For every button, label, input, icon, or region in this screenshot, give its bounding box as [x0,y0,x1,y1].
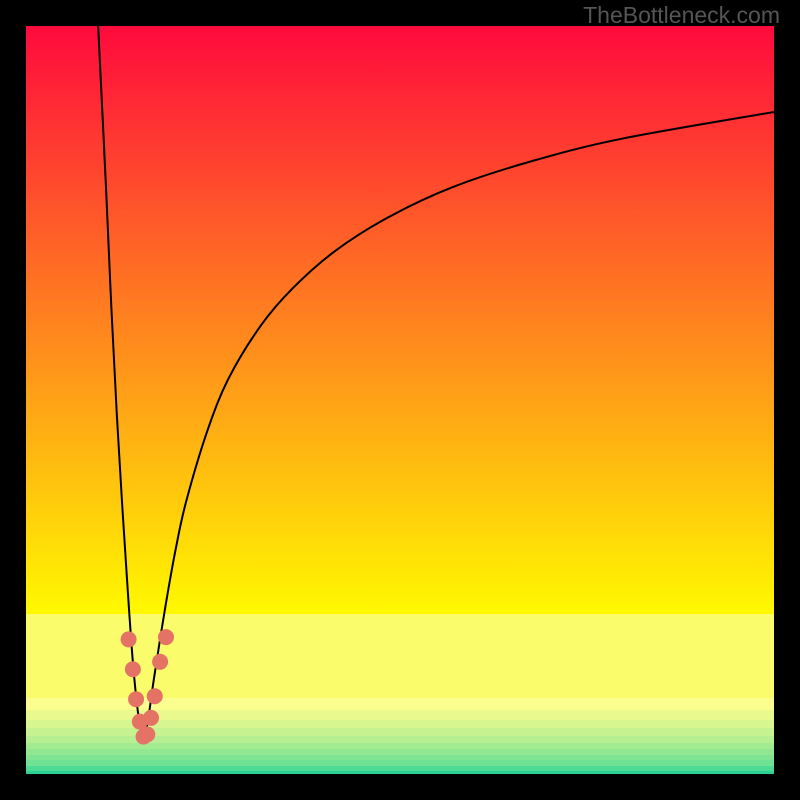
curve-marker [152,654,168,670]
plot-band [26,743,774,749]
curve-marker [143,710,159,726]
plot-band [26,766,774,771]
curve-marker [158,629,174,645]
plot-band [26,760,774,766]
curve-marker [128,691,144,707]
chart-stage: TheBottleneck.com [0,0,800,800]
curve-marker [147,688,163,704]
curve-marker [139,726,155,742]
plot-band [26,26,774,614]
plot-band [26,771,774,774]
curve-marker [121,631,137,647]
bottleneck-chart-svg [0,0,800,800]
plot-band [26,755,774,760]
watermark-text: TheBottleneck.com [583,2,780,29]
curve-marker [125,661,141,677]
plot-band [26,614,774,698]
plot-band [26,749,774,755]
